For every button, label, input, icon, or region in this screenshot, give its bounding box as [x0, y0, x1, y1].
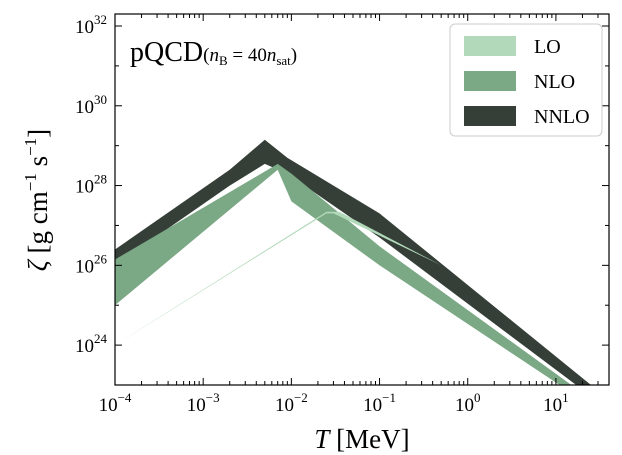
x-tick-label: 10−1	[363, 390, 396, 416]
bands	[115, 139, 591, 385]
legend: LO NLO NNLO	[449, 23, 603, 137]
y-tick-label: 1026	[75, 251, 108, 277]
legend-swatch-nnlo	[464, 106, 516, 126]
y-axis-label-var: ζ	[23, 258, 53, 271]
y-tick-label: 1028	[75, 172, 107, 198]
y-tick-label: 1030	[75, 92, 107, 118]
annotation-eq: = 40	[228, 45, 267, 66]
ticks: 10−4 10−3 10−2 10−1 100 101 1024 1026 1028 1030 10…	[75, 12, 610, 416]
x-tick-label: 10−4	[99, 390, 132, 416]
y-tick-label: 1024	[75, 331, 108, 357]
y-axis-label-unit-open: [g cm	[23, 191, 53, 260]
legend-label-lo: LO	[534, 36, 561, 58]
plot-frame	[114, 13, 610, 386]
x-axis-label-unit: [MeV]	[329, 424, 409, 454]
y-axis-label: ζ [g cm−1 s−1]	[21, 129, 53, 271]
y-axis-label-exp2: −1	[21, 138, 40, 156]
x-axis-label-var: T	[314, 424, 331, 454]
annotation-n1-sub: B	[219, 53, 228, 68]
annotation-main: pQCD	[130, 37, 203, 68]
annotation-n1: n	[209, 45, 219, 66]
x-tick-label: 10−2	[275, 390, 308, 416]
annotation-open: (	[203, 45, 209, 66]
legend-swatch-nlo	[464, 71, 516, 91]
annotation-n2-sub: sat	[276, 53, 291, 68]
x-tick-label: 101	[543, 390, 569, 416]
y-axis-label-exp1: −1	[21, 173, 40, 191]
legend-label-nnlo: NNLO	[534, 106, 590, 128]
annotation: pQCD(nB = 40nsat)	[130, 37, 297, 68]
annotation-close: )	[291, 45, 297, 66]
y-axis-label-mid: s	[23, 156, 53, 173]
x-tick-label: 100	[455, 390, 481, 416]
x-axis-label: T [MeV]	[314, 424, 409, 454]
annotation-n2: n	[267, 45, 277, 66]
y-axis-label-close: ]	[23, 129, 53, 138]
y-tick-label: 1032	[75, 12, 107, 38]
legend-label-nlo: NLO	[534, 71, 575, 93]
x-tick-label: 10−3	[187, 390, 220, 416]
legend-swatch-lo	[464, 36, 516, 56]
